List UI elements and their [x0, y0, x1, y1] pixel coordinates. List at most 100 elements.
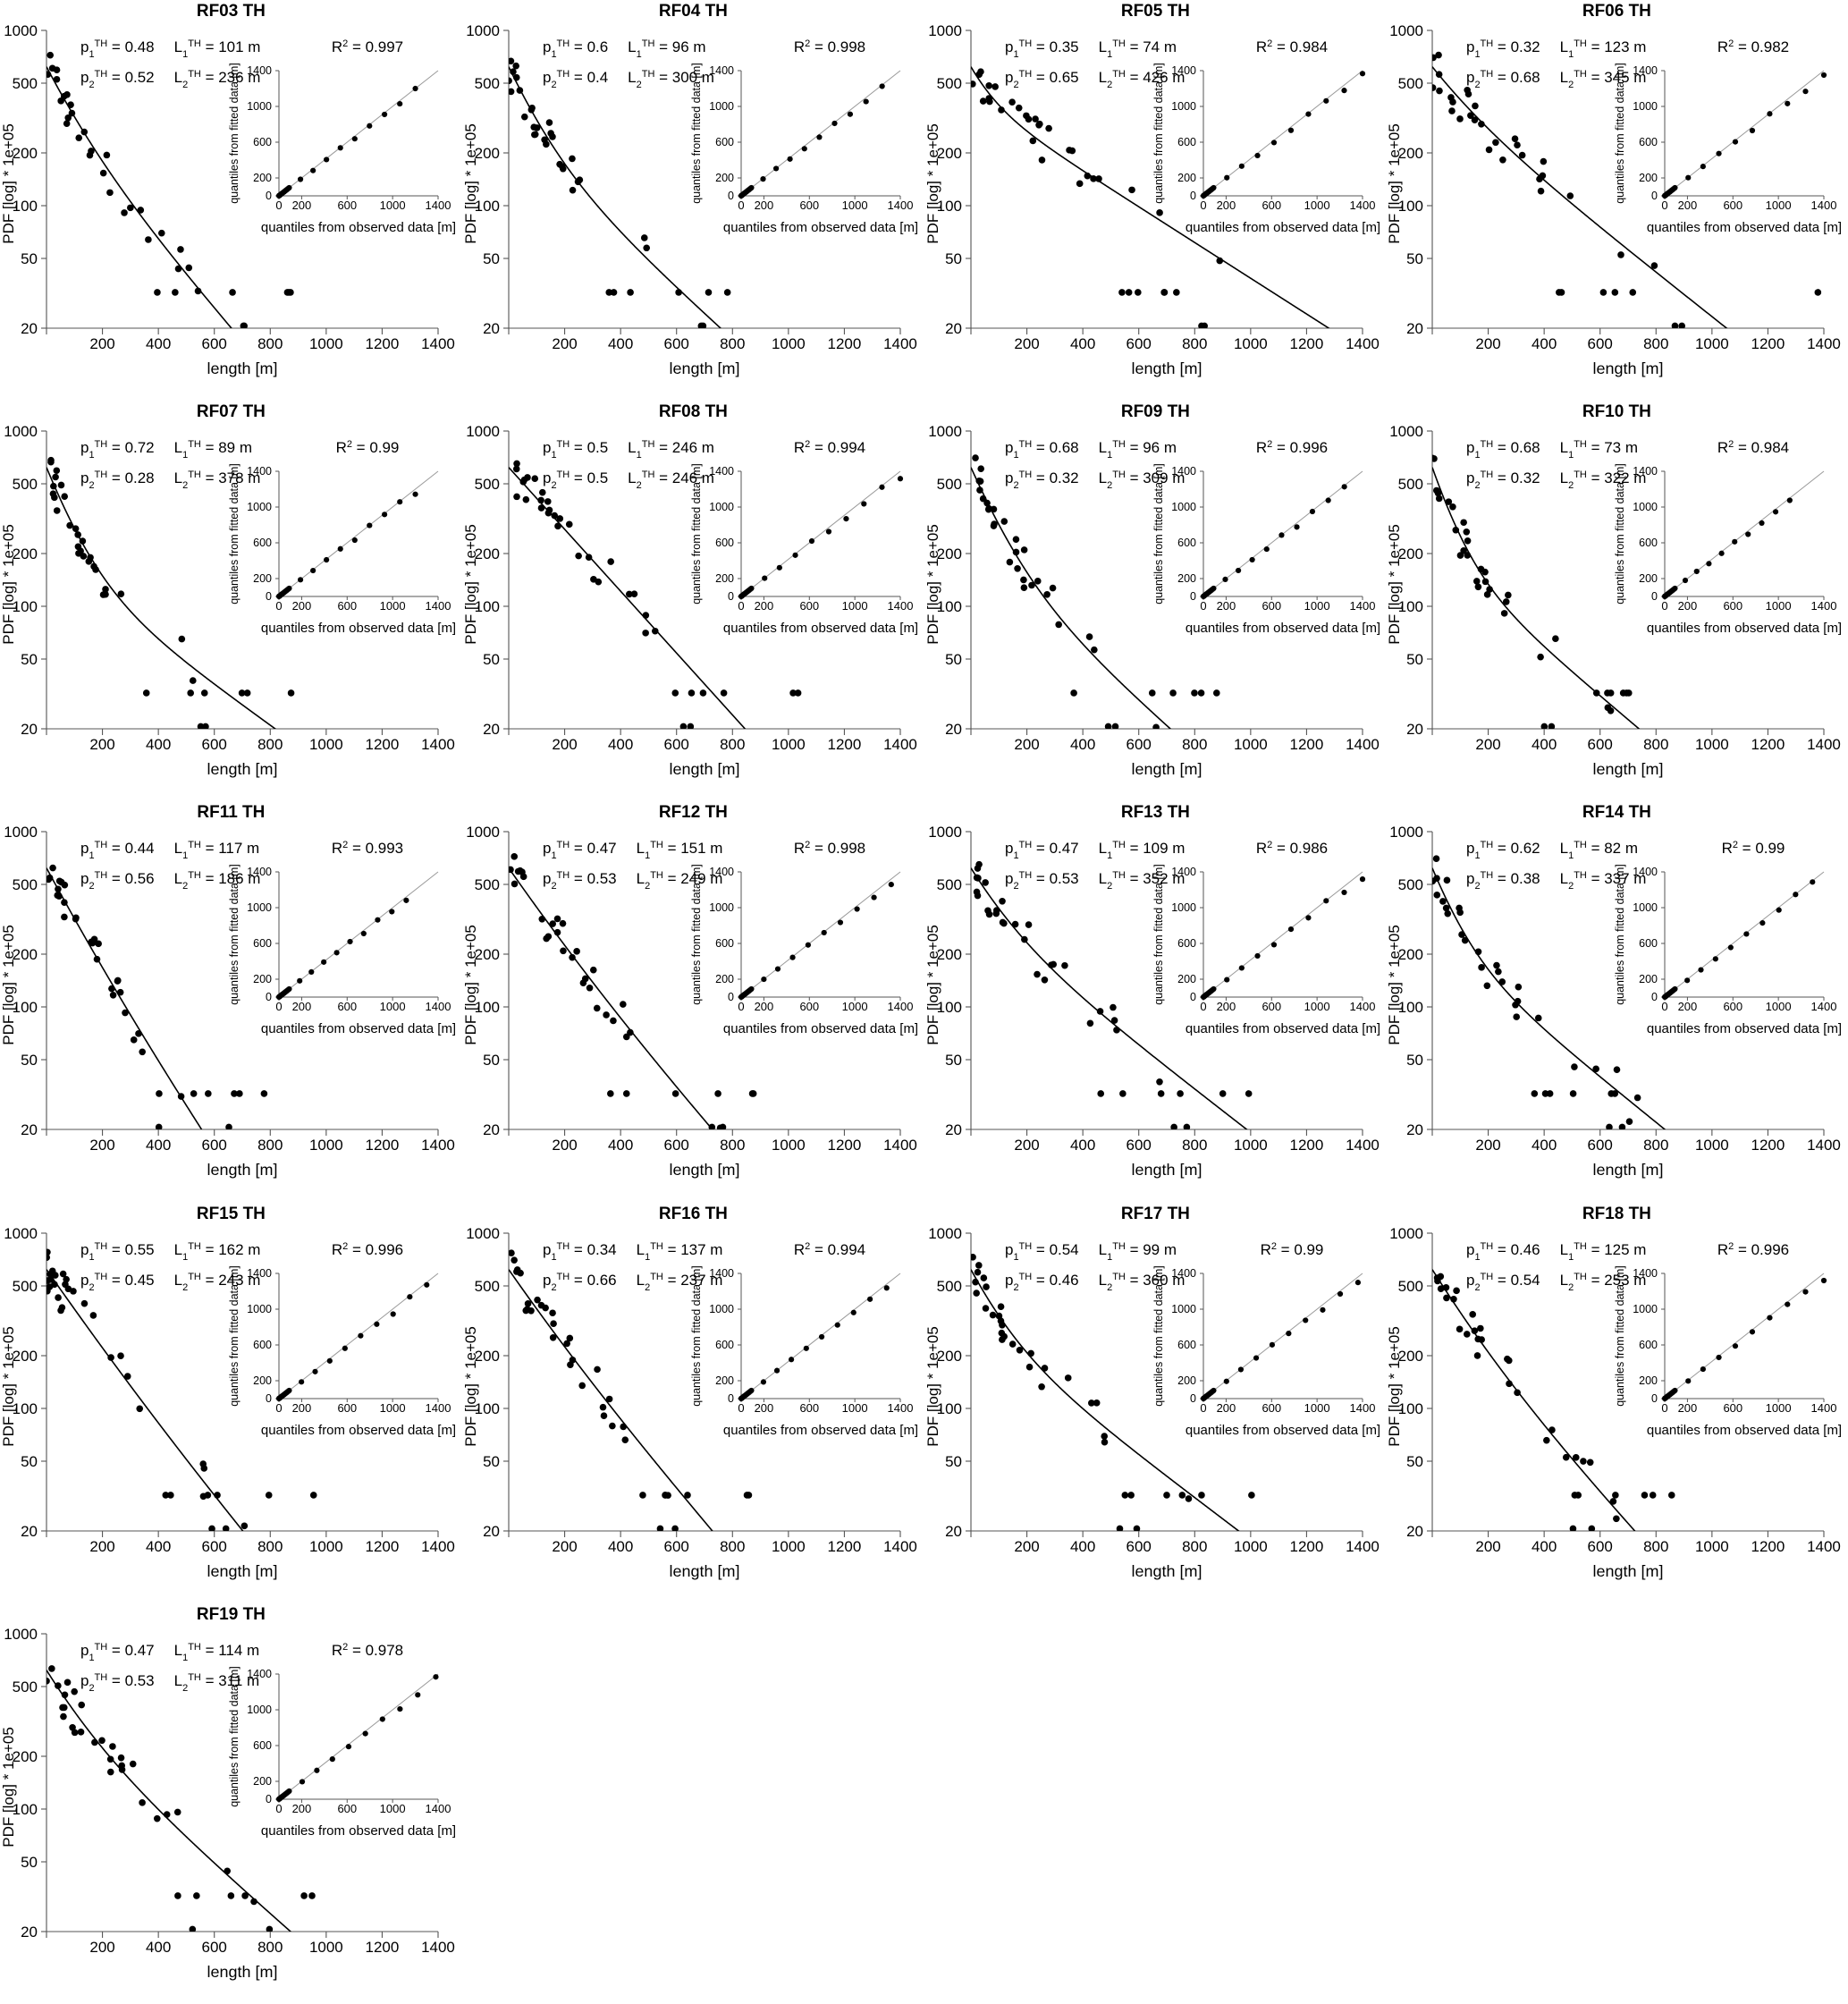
svg-text:0: 0 — [738, 1401, 744, 1415]
svg-text:500: 500 — [474, 476, 499, 493]
svg-text:20: 20 — [945, 1121, 962, 1138]
svg-text:RF07 TH: RF07 TH — [197, 402, 266, 421]
svg-text:0: 0 — [1662, 1401, 1668, 1415]
svg-text:1400: 1400 — [1349, 199, 1375, 212]
svg-text:200: 200 — [1014, 736, 1039, 753]
svg-text:200: 200 — [754, 1000, 773, 1013]
svg-text:1400: 1400 — [426, 599, 451, 613]
svg-text:50: 50 — [945, 250, 962, 267]
svg-text:600: 600 — [337, 1000, 357, 1013]
svg-text:200: 200 — [292, 1401, 312, 1415]
svg-text:quantiles from observed data [: quantiles from observed data [m] — [1647, 621, 1842, 636]
svg-text:20: 20 — [1406, 721, 1423, 738]
svg-text:200: 200 — [552, 1538, 577, 1555]
svg-text:50: 50 — [1406, 1052, 1423, 1069]
svg-text:1200: 1200 — [366, 736, 400, 753]
svg-text:1000: 1000 — [247, 501, 272, 513]
svg-text:quantiles from observed data [: quantiles from observed data [m] — [1647, 1021, 1842, 1036]
svg-text:1200: 1200 — [366, 1137, 400, 1154]
svg-text:0: 0 — [1651, 190, 1658, 202]
svg-text:200: 200 — [1476, 335, 1501, 352]
svg-text:600: 600 — [1262, 1401, 1281, 1415]
svg-text:PDF [log] * 1e+05: PDF [log] * 1e+05 — [924, 1326, 941, 1447]
svg-text:600: 600 — [663, 1538, 688, 1555]
svg-text:length [m]: length [m] — [669, 1562, 739, 1580]
svg-text:0: 0 — [266, 590, 272, 603]
svg-text:600: 600 — [1126, 1137, 1151, 1154]
svg-text:R2 = 0.998: R2 = 0.998 — [794, 840, 865, 857]
svg-text:quantiles from observed data [: quantiles from observed data [m] — [261, 1021, 456, 1036]
svg-text:1400: 1400 — [883, 736, 917, 753]
svg-text:1000: 1000 — [1766, 1000, 1792, 1013]
svg-text:500: 500 — [474, 876, 499, 893]
svg-text:500: 500 — [13, 876, 38, 893]
svg-text:1400: 1400 — [1811, 599, 1837, 613]
svg-text:0: 0 — [1651, 991, 1658, 1003]
svg-text:R2 = 0.99: R2 = 0.99 — [1722, 840, 1785, 857]
svg-text:600: 600 — [202, 736, 227, 753]
svg-text:800: 800 — [1643, 736, 1668, 753]
svg-text:1000: 1000 — [309, 1538, 343, 1555]
svg-text:200: 200 — [552, 736, 577, 753]
svg-text:1000: 1000 — [4, 1626, 38, 1643]
svg-text:0: 0 — [275, 1802, 282, 1815]
svg-text:1000: 1000 — [247, 1303, 272, 1315]
svg-text:1400: 1400 — [426, 1000, 451, 1013]
svg-text:PDF [log] * 1e+05: PDF [log] * 1e+05 — [462, 926, 479, 1046]
svg-text:PDF [log] * 1e+05: PDF [log] * 1e+05 — [0, 524, 17, 645]
svg-text:1000: 1000 — [772, 335, 806, 352]
svg-text:50: 50 — [483, 1453, 500, 1470]
svg-text:1000: 1000 — [380, 1401, 406, 1415]
svg-text:length [m]: length [m] — [1131, 1161, 1202, 1179]
svg-text:1400: 1400 — [1807, 1137, 1841, 1154]
svg-text:1000: 1000 — [1304, 599, 1329, 613]
svg-text:PDF [log] * 1e+05: PDF [log] * 1e+05 — [1386, 123, 1403, 244]
svg-text:1400: 1400 — [247, 1668, 272, 1680]
svg-text:1400: 1400 — [421, 1939, 455, 1956]
svg-text:p1TH = 0.5L1TH = 246 m: p1TH = 0.5 L1TH = 246 m — [543, 439, 714, 461]
svg-text:p2TH = 0.4L2TH = 300 m: p2TH = 0.4 L2TH = 300 m — [543, 69, 714, 90]
svg-text:0: 0 — [266, 190, 272, 202]
svg-text:1000: 1000 — [928, 1225, 962, 1242]
svg-text:50: 50 — [21, 250, 38, 267]
svg-text:800: 800 — [1182, 1538, 1207, 1555]
svg-text:PDF [log] * 1e+05: PDF [log] * 1e+05 — [0, 1727, 17, 1848]
svg-text:R2 = 0.984: R2 = 0.984 — [1255, 38, 1327, 55]
svg-text:1000: 1000 — [841, 599, 867, 613]
svg-text:50: 50 — [483, 250, 500, 267]
svg-text:1200: 1200 — [827, 1137, 861, 1154]
svg-text:400: 400 — [1069, 1538, 1094, 1555]
svg-text:0: 0 — [1662, 199, 1668, 212]
svg-text:600: 600 — [1639, 937, 1658, 950]
svg-text:400: 400 — [1532, 1137, 1557, 1154]
svg-text:PDF [log] * 1e+05: PDF [log] * 1e+05 — [462, 524, 479, 645]
svg-text:20: 20 — [21, 1121, 38, 1138]
svg-text:500: 500 — [1398, 1278, 1423, 1295]
svg-text:200: 200 — [1177, 172, 1196, 184]
svg-text:1200: 1200 — [366, 335, 400, 352]
svg-text:0: 0 — [266, 1793, 272, 1805]
svg-text:600: 600 — [715, 136, 734, 148]
svg-text:50: 50 — [945, 651, 962, 668]
svg-text:1400: 1400 — [1811, 1000, 1837, 1013]
svg-text:600: 600 — [663, 1137, 688, 1154]
svg-text:1000: 1000 — [1233, 335, 1267, 352]
svg-text:600: 600 — [253, 1339, 272, 1351]
svg-text:1400: 1400 — [421, 1137, 455, 1154]
svg-text:quantiles from observed data [: quantiles from observed data [m] — [1647, 1423, 1842, 1438]
svg-text:600: 600 — [1724, 1401, 1743, 1415]
svg-text:200: 200 — [1216, 1000, 1236, 1013]
svg-text:R2 = 0.99: R2 = 0.99 — [1260, 1241, 1323, 1258]
svg-text:600: 600 — [1126, 736, 1151, 753]
svg-text:1400: 1400 — [1171, 64, 1196, 77]
svg-text:quantiles from observed data [: quantiles from observed data [m] — [1185, 1021, 1380, 1036]
svg-text:p1TH = 0.6L1TH = 96 m: p1TH = 0.6 L1TH = 96 m — [543, 38, 706, 60]
svg-text:600: 600 — [1177, 937, 1196, 950]
svg-text:500: 500 — [1398, 876, 1423, 893]
svg-text:quantiles from observed data [: quantiles from observed data [m] — [1185, 220, 1380, 235]
svg-text:1200: 1200 — [1289, 335, 1323, 352]
svg-text:800: 800 — [720, 736, 745, 753]
svg-text:quantiles from observed data [: quantiles from observed data [m] — [1185, 621, 1380, 636]
svg-text:quantiles from fitted data [m]: quantiles from fitted data [m] — [228, 1666, 240, 1807]
svg-text:quantiles from observed data [: quantiles from observed data [m] — [723, 1423, 918, 1438]
